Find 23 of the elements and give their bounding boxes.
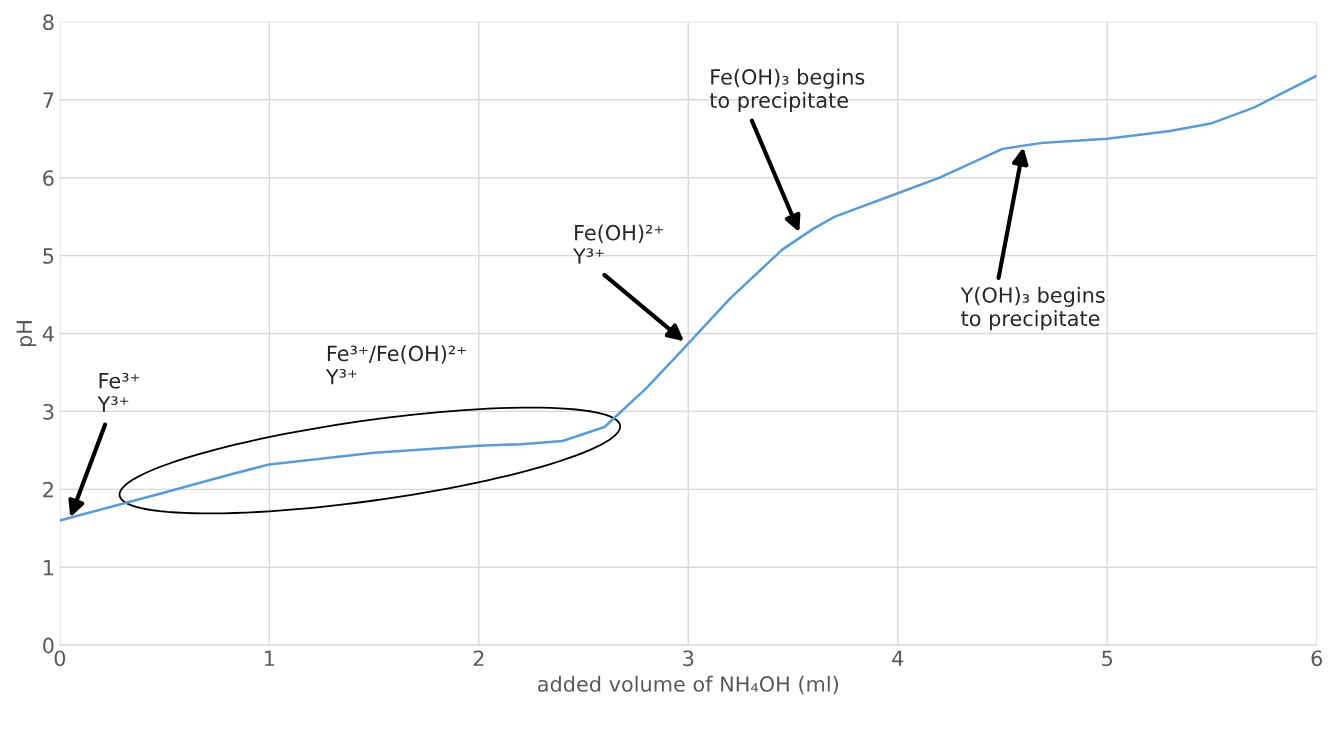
x-tick-label: 1	[264, 650, 275, 666]
y-tick-label: 6	[43, 170, 54, 186]
y-tick-label: 0	[43, 637, 54, 654]
x-axis-title: added volume of NH₄OH (ml)	[538, 675, 838, 695]
y-tick-label: 7	[43, 92, 54, 108]
y-tick-label: 4	[42, 326, 54, 342]
y-tick-label: 8	[43, 14, 54, 31]
annotation: Fe(OH)²⁺ Y³⁺	[573, 224, 663, 264]
annotation: Fe(OH)₃ begins to precipitate	[709, 68, 865, 113]
y-tick-label: 2	[43, 481, 53, 498]
x-tick-label: 6	[1311, 650, 1323, 667]
x-tick-label: 4	[892, 650, 904, 666]
annotation: Fe³⁺/Fe(OH)²⁺ Y³⁺	[325, 345, 466, 385]
y-tick-label: 5	[43, 248, 54, 264]
y-axis-title: pH	[16, 321, 37, 347]
x-tick-label: 5	[1102, 650, 1113, 667]
x-tick-label: 0	[54, 650, 66, 667]
annotation: Fe³⁺ Y³⁺	[97, 372, 140, 412]
y-tick-label: 3	[43, 403, 54, 420]
x-tick-label: 3	[683, 650, 694, 667]
annotation: Y(OH)₃ begins to precipitate	[960, 286, 1105, 331]
y-tick-label: 1	[44, 559, 54, 576]
x-tick-label: 2	[473, 650, 484, 666]
